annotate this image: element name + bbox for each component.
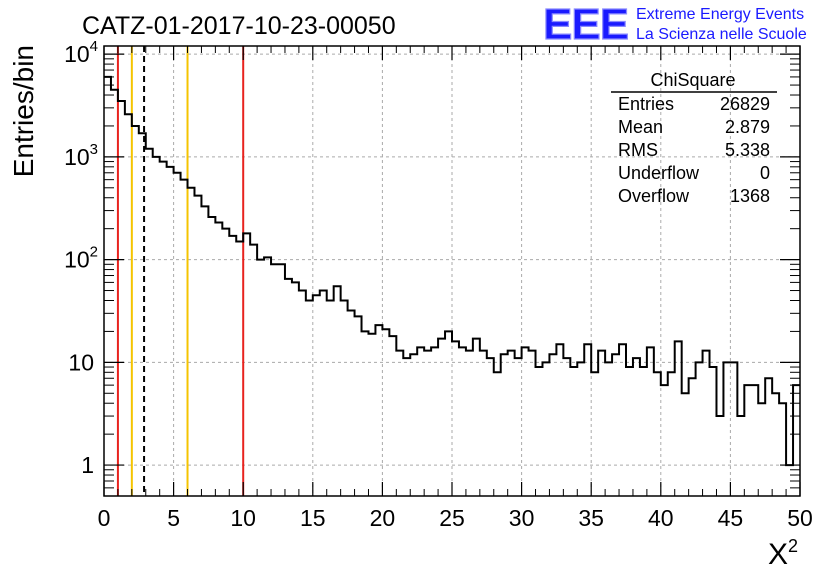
x-tick-label: 45: [718, 505, 744, 531]
logo-line-2: La Scienza nelle Scuole: [636, 26, 807, 43]
run-title: CATZ-01-2017-10-23-00050: [82, 12, 396, 40]
stats-row-value: 2.879: [725, 117, 770, 137]
y-tick-exponent: 2: [90, 244, 98, 261]
y-tick-base: 10: [64, 41, 90, 67]
x-tick-label: 25: [439, 505, 465, 531]
x-tick-label: 20: [370, 505, 396, 531]
x-tick-label: 30: [509, 505, 535, 531]
y-tick-label: 103: [64, 141, 98, 170]
stats-row-label: Overflow: [618, 186, 690, 206]
y-tick-exponent: 3: [90, 141, 98, 158]
y-tick-label: 104: [64, 38, 98, 67]
x-tick-label: 40: [648, 505, 674, 531]
y-tick-label: 102: [64, 244, 98, 273]
stats-row-value: 0: [760, 163, 770, 183]
stats-rows: Entries 26829 Mean 2.879 RMS 5.338 Underflow 0 O…: [618, 94, 770, 206]
y-tick-exponent: 4: [90, 38, 98, 55]
x-axis-label-main: X: [768, 538, 788, 571]
plot-frame: [103, 45, 801, 497]
stats-row-label: RMS: [618, 140, 658, 160]
stats-title: ChiSquare: [650, 70, 735, 90]
logo-line-1: Extreme Energy Events: [636, 6, 804, 23]
stats-row-label: Underflow: [618, 163, 700, 183]
x-tick-label: 5: [167, 505, 180, 531]
x-tick-label: 15: [300, 505, 326, 531]
stats-row-label: Mean: [618, 117, 663, 137]
x-tick-label: 0: [98, 505, 111, 531]
stats-box: ChiSquare Entries 26829 Mean 2.879 RMS 5.338 U…: [611, 70, 777, 206]
eee-logo-text: EEE: [543, 0, 628, 49]
x-tick-label: 35: [578, 505, 604, 531]
histogram-outline: [104, 75, 800, 467]
y-axis-label: Entries/bin: [8, 45, 39, 177]
y-tick-label: 1: [81, 452, 94, 478]
grid-lines: [104, 46, 800, 496]
stats-row-label: Entries: [618, 94, 674, 114]
y-tick-base: 10: [64, 247, 90, 273]
stats-row-value: 5.338: [725, 140, 770, 160]
x-tick-label: 10: [230, 505, 256, 531]
x-tick-label: 50: [787, 505, 813, 531]
y-tick-base: 10: [64, 144, 90, 170]
stats-row-value: 1368: [730, 186, 770, 206]
eee-logo: EEE Extreme Energy Events La Scienza nel…: [542, 0, 807, 50]
y-tick-label: 10: [68, 349, 94, 375]
x-axis-label-superscript: 2: [788, 536, 798, 556]
reference-lines: [116, 46, 245, 496]
stats-row-value: 26829: [720, 94, 770, 114]
x-axis-label: X2: [768, 536, 798, 571]
